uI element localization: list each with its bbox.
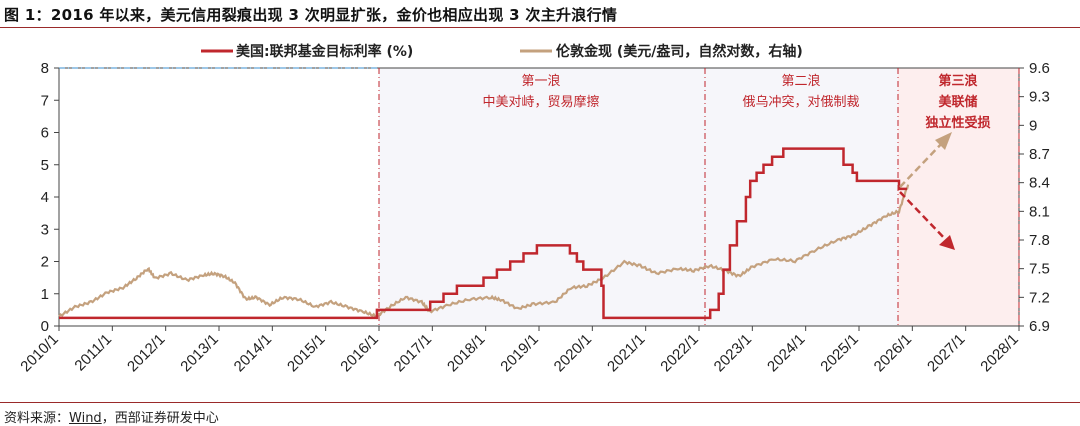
right-tick-label: 9: [1029, 117, 1037, 134]
x-tick-label: 2019/1: [497, 331, 541, 375]
region-second-wave: [705, 68, 898, 326]
left-tick-label: 7: [41, 92, 49, 109]
wave2-title: 第二浪: [781, 74, 820, 89]
x-tick-label: 2025/1: [817, 331, 861, 375]
x-tick-label: 2011/1: [71, 331, 115, 375]
wave2-desc: 俄乌冲突，对俄制裁: [742, 94, 859, 110]
x-tick-label: 2014/1: [231, 331, 275, 375]
x-tick-label: 2024/1: [764, 331, 808, 375]
right-tick-label: 8.4: [1029, 175, 1050, 192]
x-tick-label: 2023/1: [711, 331, 755, 375]
x-tick-label: 2018/1: [444, 331, 488, 375]
figure-title: 图 1：2016 年以来，美元信用裂痕出现 3 次明显扩张，金价也相应出现 3 …: [4, 6, 618, 24]
source-suffix: ，西部证券研发中心: [101, 411, 219, 426]
x-tick-label: 2013/1: [177, 331, 221, 375]
x-tick-label: 2020/1: [551, 331, 595, 375]
series-rate-line: [59, 147, 907, 320]
gold-arrowhead: [935, 132, 952, 150]
right-tick-label: 7.8: [1029, 232, 1050, 249]
source-note: 资料来源：Wind，西部证券研发中心: [4, 407, 219, 426]
x-tick-label: 2027/1: [924, 331, 968, 375]
x-tick-label: 2021/1: [604, 331, 648, 375]
x-tick-label: 2028/1: [977, 331, 1021, 375]
right-tick-label: 8.7: [1029, 146, 1050, 163]
x-tick-label: 2022/1: [657, 331, 701, 375]
source-link[interactable]: Wind: [69, 411, 102, 426]
left-tick-label: 3: [41, 221, 49, 238]
x-tick-label: 2026/1: [871, 331, 915, 375]
left-tick-label: 2: [41, 254, 49, 271]
left-tick-label: 5: [41, 157, 49, 174]
left-tick-label: 8: [41, 60, 49, 77]
rate-projection-arrow: [899, 191, 949, 243]
right-tick-label: 8.1: [1029, 203, 1050, 220]
left-tick-label: 6: [41, 125, 49, 142]
bottom-rule: [0, 402, 1080, 403]
right-tick-label: 9.6: [1029, 60, 1050, 77]
wave3-desc1: 美联储: [938, 94, 977, 110]
x-tick-label: 2015/1: [284, 331, 328, 375]
series-gold-line: [58, 184, 910, 320]
right-tick-label: 9.3: [1029, 89, 1050, 106]
wave1-desc: 中美对峙，贸易摩擦: [482, 94, 599, 110]
left-tick-label: 4: [41, 189, 49, 206]
left-tick-label: 1: [41, 286, 49, 303]
legend-gold-label: 伦敦金现 (美元/盎司，自然对数，右轴): [556, 43, 803, 60]
right-tick-label: 7.2: [1029, 289, 1050, 306]
rate-arrowhead: [939, 235, 955, 250]
title-rule: [0, 27, 1080, 28]
wave1-title: 第一浪: [521, 74, 560, 89]
right-tick-label: 7.5: [1029, 261, 1050, 278]
wave3-desc2: 独立性受损: [925, 115, 990, 131]
legend-rate-label: 美国:联邦基金目标利率 (%): [236, 43, 413, 60]
x-tick-label: 2016/1: [337, 331, 381, 375]
x-tick-label: 2017/1: [391, 331, 435, 375]
x-tick-label: 2012/1: [124, 331, 168, 375]
x-tick-label: 2010/1: [17, 331, 61, 375]
source-prefix: 资料来源：: [4, 411, 70, 426]
region-first-wave: [379, 68, 705, 326]
right-tick-label: 6.9: [1029, 318, 1050, 335]
wave3-title: 第三浪: [938, 73, 977, 89]
left-tick-label: 0: [41, 318, 49, 335]
region-third-wave: [898, 68, 1019, 326]
